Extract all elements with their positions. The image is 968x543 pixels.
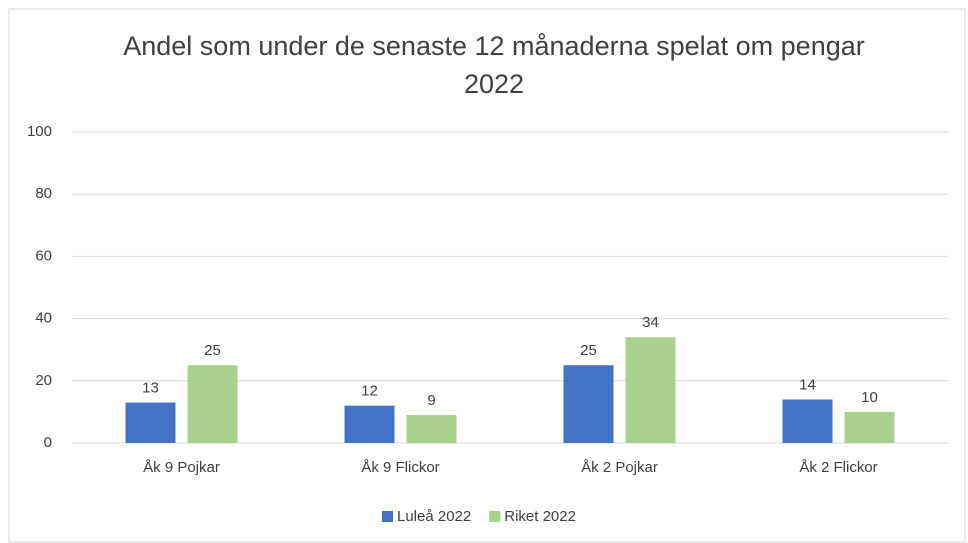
data-label: 12 xyxy=(361,383,378,400)
y-tick-label: 20 xyxy=(35,372,52,389)
bar xyxy=(782,399,833,443)
y-tick-label: 60 xyxy=(35,247,52,264)
x-tick-label: Åk 2 Pojkar xyxy=(581,459,658,476)
legend-label: Riket 2022 xyxy=(504,508,576,525)
bar xyxy=(187,365,238,443)
legend-swatch xyxy=(382,511,393,522)
bar xyxy=(844,411,895,443)
data-label: 25 xyxy=(204,342,221,359)
data-label: 14 xyxy=(799,376,816,393)
chart-title: Andel som under de senaste 12 månaderna … xyxy=(123,31,865,99)
y-tick-label: 40 xyxy=(35,310,52,327)
data-label: 13 xyxy=(142,380,159,397)
x-tick-label: Åk 2 Flickor xyxy=(799,459,877,476)
bar xyxy=(344,405,395,443)
bar xyxy=(563,365,614,443)
x-tick-label: Åk 9 Flickor xyxy=(361,459,439,476)
y-tick-label: 0 xyxy=(44,434,52,451)
chart-border xyxy=(8,8,966,543)
data-label: 34 xyxy=(642,314,659,331)
y-tick-label: 80 xyxy=(35,185,52,202)
data-label: 9 xyxy=(427,392,435,409)
data-label: 10 xyxy=(861,389,878,406)
y-tick-label: 100 xyxy=(27,123,52,140)
bar xyxy=(406,415,457,443)
bar xyxy=(125,402,176,443)
legend-label: Luleå 2022 xyxy=(397,508,471,525)
legend-swatch xyxy=(489,511,501,522)
x-tick-label: Åk 9 Pojkar xyxy=(143,459,220,476)
data-label: 25 xyxy=(580,342,597,359)
bar xyxy=(625,337,676,443)
